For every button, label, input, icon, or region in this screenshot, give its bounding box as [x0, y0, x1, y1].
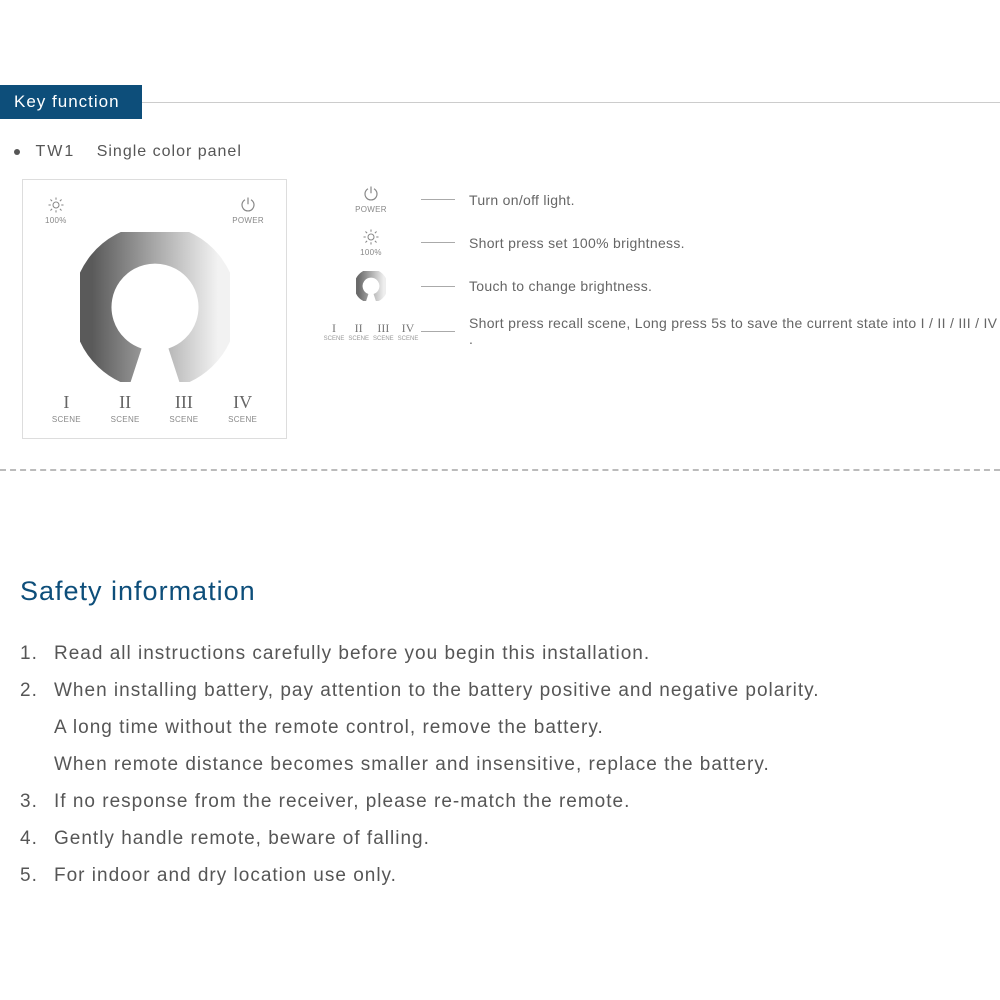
scene-row: ISCENE IISCENE IIISCENE IVSCENE	[23, 392, 286, 424]
safety-text: A long time without the remote control, …	[54, 709, 980, 746]
power-icon-group: POWER	[232, 196, 264, 225]
legend-dash	[421, 199, 455, 200]
scene-3: IIISCENE	[169, 392, 198, 424]
safety-number: 4.	[20, 820, 54, 857]
legend-text-power: Turn on/off light.	[469, 192, 575, 208]
safety-text: When remote distance becomes smaller and…	[54, 746, 980, 783]
power-label: POWER	[232, 216, 264, 225]
model-desc: Single color panel	[97, 143, 242, 160]
safety-text: Gently handle remote, beware of falling.	[54, 820, 980, 857]
legend-row-power: POWER Turn on/off light.	[335, 185, 1000, 214]
legend-text-sun: Short press set 100% brightness.	[469, 235, 685, 251]
safety-text: For indoor and dry location use only.	[54, 857, 980, 894]
model-code: TW1	[35, 143, 75, 160]
legend: POWER Turn on/off light. 100% Short pres…	[335, 179, 1000, 439]
safety-number	[20, 746, 54, 783]
section-header: Key function	[0, 85, 1000, 119]
section-rule	[142, 85, 1000, 103]
legend-ring-icon	[335, 271, 407, 301]
safety-text: Read all instructions carefully before y…	[54, 635, 980, 672]
section-tab: Key function	[0, 85, 142, 119]
safety-text: If no response from the receiver, please…	[54, 783, 980, 820]
safety-item: 5.For indoor and dry location use only.	[20, 857, 980, 894]
safety-item: When remote distance becomes smaller and…	[20, 746, 980, 783]
scene-1: ISCENE	[52, 392, 81, 424]
panel-diagram: 100% POWER	[22, 179, 287, 439]
legend-row-ring: Touch to change brightness.	[335, 271, 1000, 301]
sun-icon	[45, 196, 67, 214]
brightness-icon-group: 100%	[45, 196, 67, 225]
scene-2: IISCENE	[111, 392, 140, 424]
legend-sun-icon: 100%	[335, 228, 407, 257]
page: Key function TW1 Single color panel 100%…	[0, 0, 1000, 894]
legend-row-scenes: ISCENE IISCENE IIISCENE IVSCENE Short pr…	[335, 315, 1000, 347]
safety-number	[20, 709, 54, 746]
legend-text-scenes: Short press recall scene, Long press 5s …	[469, 315, 1000, 347]
brightness-label: 100%	[45, 216, 67, 225]
safety-number: 2.	[20, 672, 54, 709]
safety-number: 3.	[20, 783, 54, 820]
safety-list: 1.Read all instructions carefully before…	[20, 635, 980, 894]
legend-dash	[421, 286, 455, 287]
legend-power-icon: POWER	[335, 185, 407, 214]
product-subtitle: TW1 Single color panel	[14, 143, 1000, 161]
legend-dash	[421, 242, 455, 243]
safety-item: 3.If no response from the receiver, plea…	[20, 783, 980, 820]
legend-row-sun: 100% Short press set 100% brightness.	[335, 228, 1000, 257]
scene-4: IVSCENE	[228, 392, 257, 424]
power-icon	[232, 196, 264, 214]
safety-number: 1.	[20, 635, 54, 672]
safety-number: 5.	[20, 857, 54, 894]
safety-section: Safety information 1.Read all instructio…	[0, 471, 1000, 894]
safety-item: 2.When installing battery, pay attention…	[20, 672, 980, 709]
legend-text-ring: Touch to change brightness.	[469, 278, 652, 294]
safety-text: When installing battery, pay attention t…	[54, 672, 980, 709]
legend-scenes-icon: ISCENE IISCENE IIISCENE IVSCENE	[335, 321, 407, 342]
safety-title: Safety information	[20, 576, 980, 607]
bullet-icon	[14, 149, 20, 155]
safety-item: A long time without the remote control, …	[20, 709, 980, 746]
safety-item: 1.Read all instructions carefully before…	[20, 635, 980, 672]
safety-item: 4.Gently handle remote, beware of fallin…	[20, 820, 980, 857]
legend-dash	[421, 331, 455, 332]
content-row: 100% POWER	[0, 179, 1000, 439]
brightness-ring	[80, 232, 230, 382]
